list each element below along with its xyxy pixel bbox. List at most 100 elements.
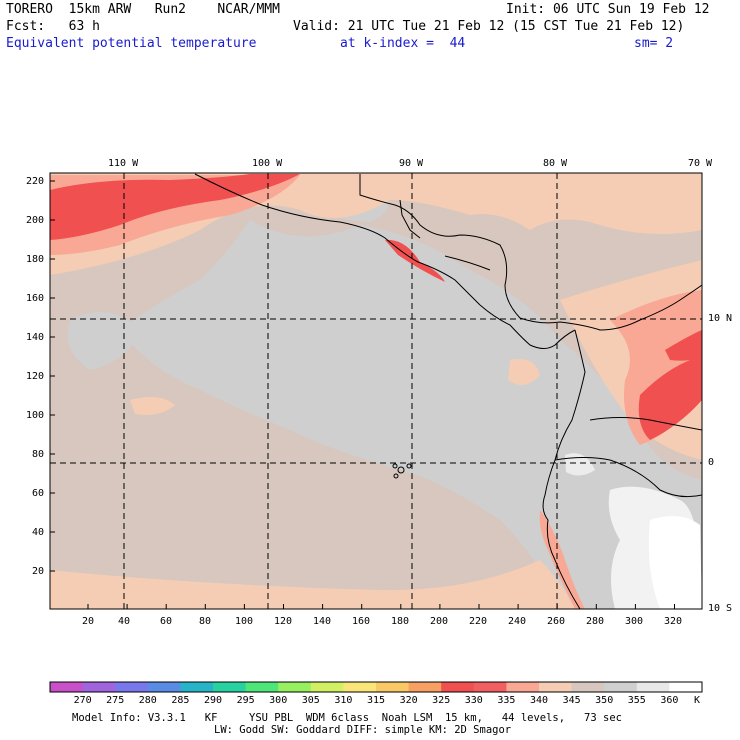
colorbar-swatch — [310, 682, 344, 692]
border-honduras — [444, 255, 491, 271]
field-red-nw — [50, 174, 300, 240]
colorbar-swatch — [213, 682, 247, 692]
colorbar-swatch — [82, 682, 116, 692]
x-tick-label: 60 — [160, 616, 173, 627]
field-salmon-patch-2 — [508, 359, 540, 385]
border-peru — [589, 417, 702, 431]
valid-time: Valid: 21 UTC Tue 21 Feb 12 (15 CST Tue … — [293, 19, 685, 34]
lon-label-110w: 110 W — [108, 158, 139, 169]
lon-label-80w: 80 W — [543, 158, 568, 169]
colorbar-swatch — [180, 682, 214, 692]
colorbar-level-label: 350 — [595, 695, 614, 706]
lon-label-100w: 100 W — [252, 158, 283, 169]
y-tick-label: 220 — [26, 176, 45, 187]
colorbar-level-label: 355 — [627, 695, 646, 706]
colorbar-level-label: 325 — [432, 695, 451, 706]
colorbar-level-label: 290 — [203, 695, 223, 706]
lon-label-90w: 90 W — [399, 158, 424, 169]
x-tick-label: 260 — [547, 616, 566, 627]
y-tick-label: 200 — [26, 215, 45, 226]
colorbar-swatch — [636, 682, 670, 692]
border-colombia-ecuador — [554, 457, 702, 498]
field-orange-sw-coast — [539, 510, 585, 609]
colorbar-level-label: 320 — [399, 695, 418, 706]
colorbar-swatch — [115, 682, 149, 692]
colorbar-level-label: 335 — [497, 695, 516, 706]
x-tick-label: 20 — [82, 616, 95, 627]
x-tick-label: 100 — [235, 616, 254, 627]
field-white-patch — [565, 453, 595, 476]
colorbar-swatch — [50, 682, 84, 692]
colorbar-swatch — [278, 682, 312, 692]
coastlines — [194, 173, 702, 609]
x-tick-label: 80 — [199, 616, 212, 627]
field-red-ne — [638, 355, 702, 440]
lat-label-10s: 10 S — [708, 603, 733, 614]
colorbar-swatch — [245, 682, 279, 692]
x-tick-label: 180 — [391, 616, 410, 627]
border-guatemala — [399, 199, 421, 239]
galapagos-island — [406, 463, 412, 469]
forecast-hour: Fcst: 63 h — [6, 19, 100, 34]
lon-label-70w: 70 W — [688, 158, 713, 169]
physics-info: LW: Godd SW: Goddard DIFF: simple KM: 2D… — [214, 724, 512, 736]
coast-mexico — [194, 173, 481, 306]
smoothing-info: sm= 2 — [634, 36, 674, 51]
y-tick-label: 180 — [26, 254, 45, 265]
colorbar-swatch — [147, 682, 181, 692]
field-name: Equivalent potential temperature — [6, 36, 257, 51]
map-frame — [49, 172, 703, 610]
colorbar-swatch — [473, 682, 507, 692]
colorbar-level-label: 305 — [301, 695, 320, 706]
level-info: at k-index = 44 — [340, 36, 466, 51]
field-white-peak — [648, 516, 702, 609]
colorbar-swatch — [604, 682, 638, 692]
colorbar-level-label: 275 — [106, 695, 125, 706]
y-tick-label: 80 — [32, 449, 45, 460]
colorbar-swatch — [343, 682, 377, 692]
colorbar-level-label: 345 — [562, 695, 581, 706]
field-red-ne-2 — [665, 330, 702, 361]
x-tick-label: 320 — [664, 616, 683, 627]
field-gray-band — [120, 220, 702, 609]
colorbar — [49, 681, 703, 693]
init-time: Init: 06 UTC Sun 19 Feb 12 — [506, 2, 710, 17]
y-tick-label: 140 — [26, 332, 45, 343]
galapagos-islands — [392, 463, 412, 479]
theta-e-field — [50, 173, 702, 609]
colorbar-level-label: 300 — [269, 695, 288, 706]
colorbar-level-label: 360 — [660, 695, 679, 706]
y-tick-label: 100 — [26, 410, 45, 421]
colorbar-level-label: 270 — [73, 695, 92, 706]
lat-label-10n: 10 N — [708, 313, 733, 324]
y-tick-label: 120 — [26, 371, 45, 382]
field-salmon-south — [50, 560, 575, 609]
x-tick-label: 160 — [352, 616, 371, 627]
x-tick-label: 300 — [625, 616, 644, 627]
colorbar-level-label: 340 — [529, 695, 549, 706]
x-tick-label: 220 — [469, 616, 488, 627]
colorbar-swatch — [571, 682, 605, 692]
field-gray-patch-west — [67, 312, 140, 370]
colorbar-level-label: 310 — [334, 695, 353, 706]
x-tick-label: 280 — [586, 616, 605, 627]
x-tick-label: 120 — [274, 616, 293, 627]
model-info: Model Info: V3.3.1 KF YSU PBL WDM 6class… — [72, 712, 622, 724]
lat-label-0: 0 — [708, 457, 715, 468]
colorbar-swatch — [441, 682, 475, 692]
colorbar-swatch — [539, 682, 573, 692]
galapagos-island — [397, 466, 405, 474]
galapagos-island — [393, 473, 399, 479]
colorbar-level-label: 315 — [366, 695, 386, 706]
y-tick-label: 60 — [32, 488, 45, 499]
colorbar-unit: K — [693, 695, 701, 706]
x-tick-label: 240 — [508, 616, 527, 627]
coast-central-america — [479, 304, 576, 349]
colorbar-swatch — [376, 682, 410, 692]
coast-south-america — [542, 329, 586, 609]
x-tick-label: 200 — [430, 616, 449, 627]
y-tick-label: 160 — [26, 293, 45, 304]
graticule — [50, 173, 702, 609]
x-tick-label: 40 — [118, 616, 131, 627]
